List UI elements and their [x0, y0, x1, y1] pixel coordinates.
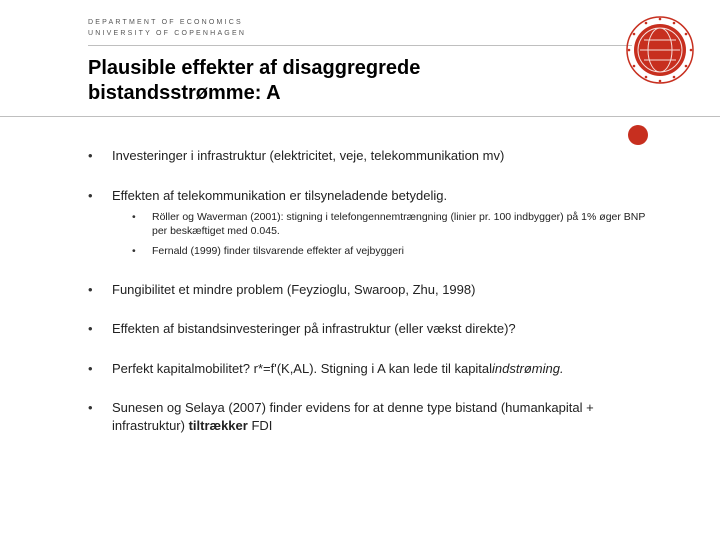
slide-title: Plausible effekter af disaggregrede bist… [88, 56, 560, 106]
sub-bullet-item: Fernald (1999) finder tilsvarende effekt… [132, 244, 660, 258]
bullet-list: Investeringer i infrastruktur (elektrici… [88, 147, 660, 434]
bullet-text-suffix: FDI [248, 418, 273, 433]
bullet-text: Effekten af telekommunikation er tilsyne… [112, 188, 447, 203]
slide-body: Investeringer i infrastruktur (elektrici… [0, 117, 720, 434]
sub-bullet-item: Röller og Waverman (2001): stigning i te… [132, 210, 660, 238]
sub-bullet-text: Röller og Waverman (2001): stigning i te… [152, 211, 645, 237]
sub-bullet-text: Fernald (1999) finder tilsvarende effekt… [152, 245, 404, 257]
title-block: Plausible effekter af disaggregrede bist… [0, 52, 720, 116]
accent-dot-icon [628, 125, 648, 145]
bullet-text-italic: indstrøming. [492, 361, 564, 376]
department-lines: DEPARTMENT OF ECONOMICS UNIVERSITY OF CO… [0, 18, 720, 39]
bullet-item: Effekten af bistandsinvesteringer på inf… [88, 320, 660, 338]
bullet-text-prefix: Perfekt kapitalmobilitet? r*=f'(K,AL). S… [112, 361, 492, 376]
sub-bullet-list: Röller og Waverman (2001): stigning i te… [112, 210, 660, 259]
bullet-item: Effekten af telekommunikation er tilsyne… [88, 187, 660, 259]
bullet-text: Effekten af bistandsinvesteringer på inf… [112, 321, 516, 336]
bullet-item: Perfekt kapitalmobilitet? r*=f'(K,AL). S… [88, 360, 660, 378]
bullet-item: Sunesen og Selaya (2007) finder evidens … [88, 399, 660, 434]
header-rule-top [88, 45, 632, 46]
bullet-item: Fungibilitet et mindre problem (Feyziogl… [88, 281, 660, 299]
bullet-text-bold: tiltrækker [189, 418, 248, 433]
bullet-text: Investeringer i infrastruktur (elektrici… [112, 148, 504, 163]
university-seal-icon [626, 16, 694, 89]
header-rule-bottom [0, 116, 720, 117]
bullet-item: Investeringer i infrastruktur (elektrici… [88, 147, 660, 165]
bullet-text-prefix: Sunesen og Selaya (2007) finder evidens … [112, 400, 594, 433]
bullet-text: Fungibilitet et mindre problem (Feyziogl… [112, 282, 475, 297]
slide-header: DEPARTMENT OF ECONOMICS UNIVERSITY OF CO… [0, 0, 720, 117]
